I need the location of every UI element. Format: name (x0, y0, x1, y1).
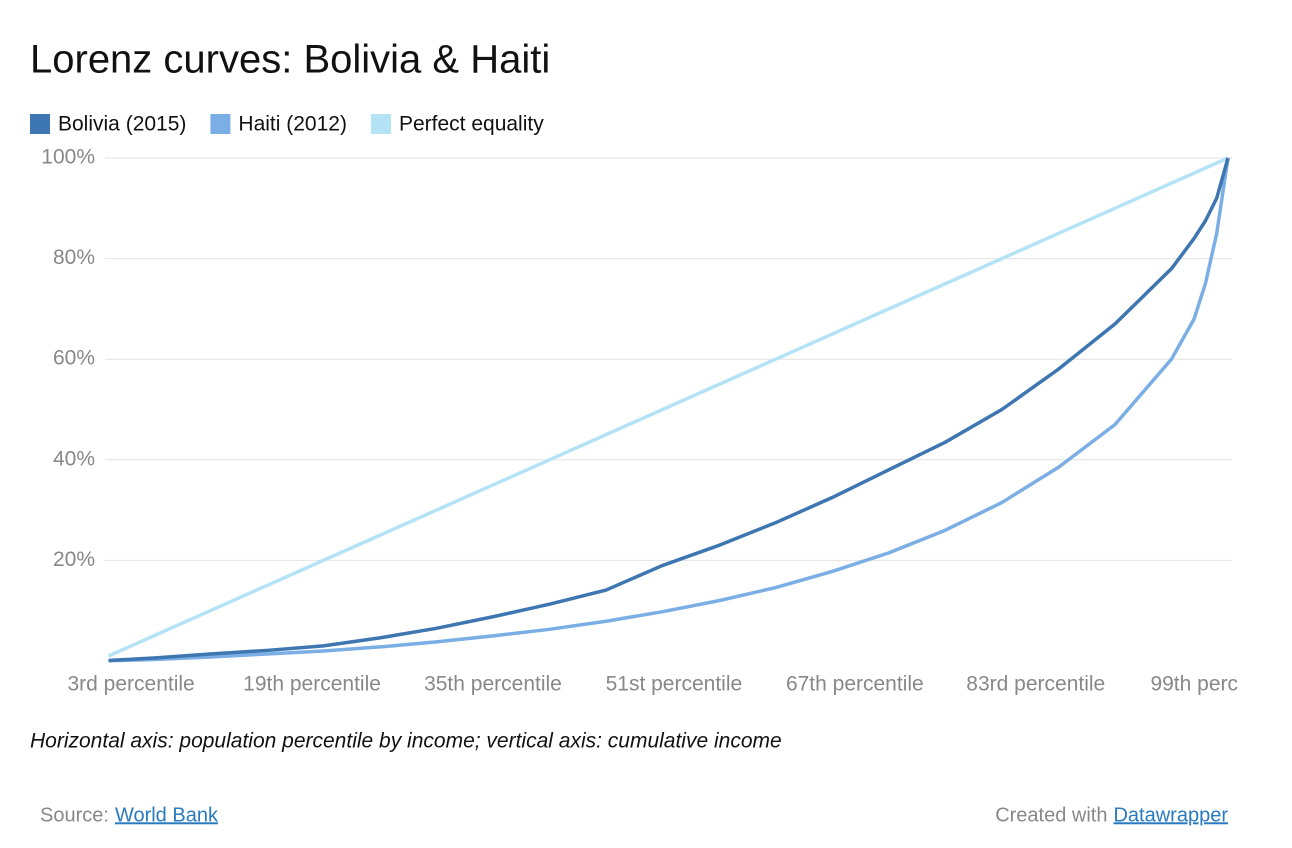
note: Horizontal axis: population percentile b… (30, 730, 782, 753)
series-line (107, 156, 1229, 658)
y-tick-label: 100% (41, 146, 95, 169)
credit-label: Created with (995, 804, 1107, 826)
legend-swatch (210, 114, 231, 134)
x-tick-label: 35th percentile (424, 673, 562, 696)
series-line (108, 157, 1230, 663)
source-label: Source: (40, 804, 109, 826)
legend: Bolivia (2015) Haiti (2012) Perfect equali… (30, 113, 544, 136)
legend-label: Haiti (2012) (238, 113, 347, 136)
legend-label: Bolivia (2015) (58, 113, 186, 136)
x-tick-label: 51st percentile (606, 673, 743, 696)
x-tick-label: 19th percentile (243, 673, 381, 696)
y-tick-label: 60% (53, 347, 95, 370)
legend-swatch (370, 114, 391, 134)
y-tick-label: 20% (53, 548, 95, 571)
x-tick-label: 3rd percentile (67, 673, 194, 696)
legend-swatch (30, 114, 50, 134)
y-tick-label: 40% (53, 447, 95, 470)
x-tick-label: 83rd percentile (966, 673, 1105, 696)
y-tick-label: 80% (53, 246, 95, 269)
x-tick-label: 67th percentile (786, 673, 924, 696)
series-line (108, 157, 1230, 663)
source-link[interactable]: World Bank (115, 804, 219, 826)
chart-title: Lorenz curves: Bolivia & Haiti (30, 38, 550, 82)
x-tick-label: 99th perc (1150, 673, 1238, 696)
credit-link[interactable]: Datawrapper (1113, 804, 1228, 826)
legend-label: Perfect equality (399, 113, 544, 136)
